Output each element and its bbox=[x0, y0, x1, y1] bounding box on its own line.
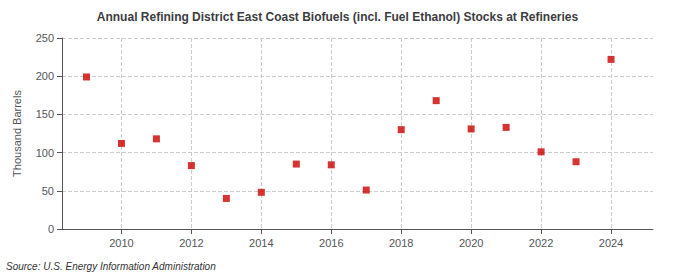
svg-text:2020: 2020 bbox=[459, 237, 483, 249]
svg-text:2010: 2010 bbox=[109, 237, 133, 249]
svg-text:250: 250 bbox=[36, 32, 54, 44]
svg-text:2012: 2012 bbox=[179, 237, 203, 249]
svg-text:2014: 2014 bbox=[249, 237, 273, 249]
svg-text:100: 100 bbox=[36, 147, 54, 159]
svg-text:0: 0 bbox=[48, 223, 54, 235]
svg-text:200: 200 bbox=[36, 70, 54, 82]
svg-text:Annual Refining District East: Annual Refining District East Coast Biof… bbox=[97, 10, 579, 24]
svg-text:2016: 2016 bbox=[319, 237, 343, 249]
svg-text:Source: U.S. Energy Informatio: Source: U.S. Energy Information Administ… bbox=[6, 261, 216, 272]
svg-text:2024: 2024 bbox=[599, 237, 623, 249]
svg-text:Thousand Barrels: Thousand Barrels bbox=[11, 90, 23, 177]
svg-text:2018: 2018 bbox=[389, 237, 413, 249]
svg-text:2022: 2022 bbox=[529, 237, 553, 249]
svg-text:150: 150 bbox=[36, 108, 54, 120]
svg-text:50: 50 bbox=[42, 185, 54, 197]
